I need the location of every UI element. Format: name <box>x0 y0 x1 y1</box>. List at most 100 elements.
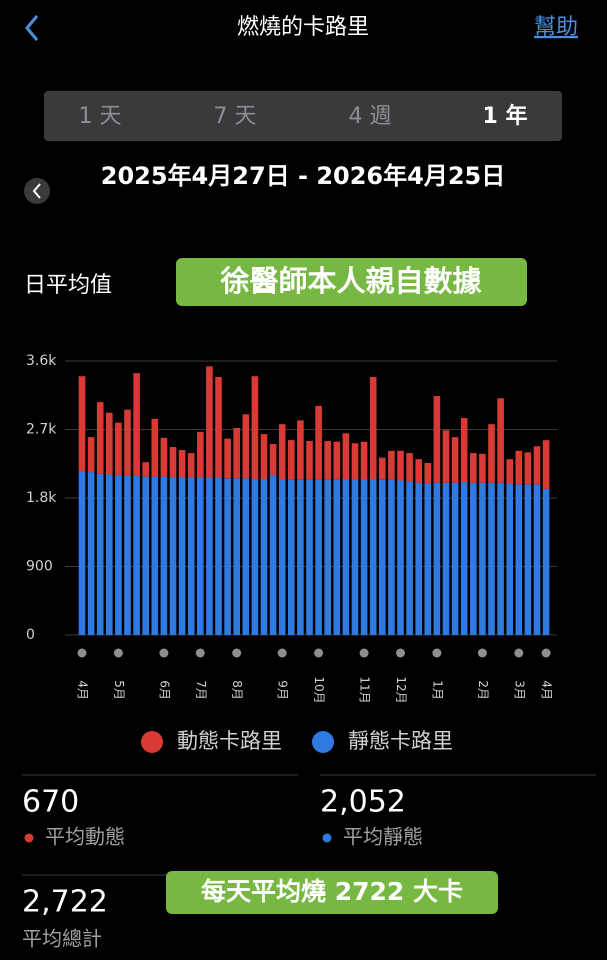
help-link[interactable]: 幫助 <box>534 15 578 40</box>
bar-segment <box>342 478 350 635</box>
bar-segment <box>106 412 113 475</box>
legend-label: 靜態卡路里 <box>348 729 453 753</box>
bar-segment <box>133 475 140 635</box>
stat-dot <box>24 833 34 843</box>
bar-segment <box>124 475 131 635</box>
y-tick-label: 3.6k <box>26 353 57 369</box>
bar-segment <box>269 475 277 635</box>
x-tick-dot <box>232 648 242 658</box>
x-tick-label: 4月 <box>76 680 90 700</box>
bar-segment <box>324 440 331 480</box>
bar-segment <box>215 477 222 635</box>
bar-segment <box>151 476 159 635</box>
bar-segment <box>470 482 477 635</box>
x-tick-label: 2月 <box>476 680 490 700</box>
x-tick-dot <box>159 648 169 658</box>
tab[interactable]: 1 天 <box>79 104 122 129</box>
bar-segment <box>278 478 286 635</box>
bar-segment <box>206 366 213 478</box>
tab[interactable]: 7 天 <box>214 104 257 129</box>
x-tick-label: 9月 <box>276 680 290 700</box>
x-tick-label: 5月 <box>112 680 126 700</box>
date-range: 2025年4月27日 - 2026年4月25日 <box>100 162 506 190</box>
bar-segment <box>333 479 341 635</box>
bar-segment <box>260 478 268 635</box>
legend-swatch <box>141 731 163 753</box>
bar-segment <box>451 482 459 635</box>
back-button[interactable] <box>25 15 39 41</box>
bar-segment <box>542 488 550 635</box>
bar-segment <box>442 430 450 483</box>
x-tick-label: 7月 <box>194 680 208 700</box>
bar-segment <box>251 376 259 479</box>
bar-segment <box>297 420 304 480</box>
bar-segment <box>460 482 468 635</box>
bar-segment <box>397 480 404 635</box>
bar-segment <box>115 475 122 635</box>
bar-segment <box>96 402 104 474</box>
x-tick-dot <box>195 648 205 658</box>
bar-segment <box>397 450 404 481</box>
prev-arrow <box>32 183 41 199</box>
bar-segment <box>115 422 122 476</box>
bar-segment <box>242 414 250 479</box>
y-tick-label: 1.8k <box>26 490 57 506</box>
annotation-box <box>176 258 527 306</box>
bar-segment <box>369 478 377 635</box>
bar-segment <box>542 440 550 489</box>
bar-segment <box>197 431 204 478</box>
bar-segment <box>187 477 195 635</box>
x-tick-label: 3月 <box>512 680 526 700</box>
stat-label: 平均總計 <box>22 927 102 951</box>
banner-box <box>166 871 498 914</box>
bar-segment <box>379 457 386 480</box>
x-tick-label: 11月 <box>358 676 372 703</box>
x-tick-dot <box>396 648 405 658</box>
bar-segment <box>360 478 368 635</box>
bar-segment <box>233 427 240 479</box>
bar-segment <box>306 440 313 480</box>
bar-segment <box>406 481 413 635</box>
bar-segment <box>288 479 295 635</box>
bar-segment <box>169 447 177 478</box>
bar-segment <box>269 443 277 476</box>
tab[interactable]: 4 週 <box>349 104 392 129</box>
bar-segment <box>497 482 504 635</box>
bar-segment <box>233 478 240 635</box>
bar-segment <box>488 424 495 483</box>
stat-value: 670 <box>22 785 79 820</box>
bar-segment <box>506 459 513 484</box>
bar-segment <box>415 482 422 635</box>
x-tick-dot <box>359 648 369 658</box>
prev-period[interactable] <box>24 178 50 204</box>
tab[interactable]: 1 年 <box>483 103 528 129</box>
x-tick-dot <box>314 648 324 658</box>
bar-segment <box>215 376 222 478</box>
bar-segment <box>78 376 86 472</box>
bar-segment <box>524 484 532 635</box>
bar-segment <box>342 433 350 479</box>
bar-segment <box>324 479 331 635</box>
bar-segment <box>451 437 459 483</box>
x-tick-label: 8月 <box>230 680 244 700</box>
bar-segment <box>306 479 313 635</box>
bar-segment <box>178 450 186 478</box>
x-tick-dot <box>113 648 123 658</box>
bar-segment <box>470 453 477 483</box>
stat-label: 平均動態 <box>45 825 125 849</box>
bar-segment <box>515 450 523 485</box>
bar-segment <box>278 424 286 479</box>
bar-segment <box>433 396 441 483</box>
stat-label: 平均靜態 <box>343 825 423 849</box>
bar-segment <box>488 482 495 635</box>
bar-segment <box>424 483 432 635</box>
stat-dot <box>322 833 332 843</box>
bar-segment <box>533 446 541 485</box>
bar-segment <box>333 441 341 480</box>
bar-segment <box>206 477 213 635</box>
bar-segment <box>187 453 195 478</box>
x-tick-dot <box>541 648 551 658</box>
annotation: 徐醫師本人親自數據 <box>219 264 482 298</box>
legend-swatch <box>312 731 334 753</box>
